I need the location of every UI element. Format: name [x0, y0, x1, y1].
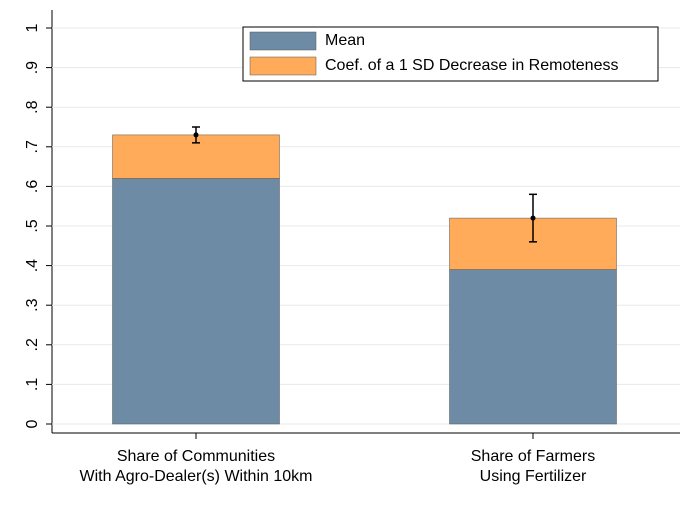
error-bar-point — [530, 215, 536, 221]
legend: Mean Coef. of a 1 SD Decrease in Remotene… — [242, 26, 659, 82]
legend-swatch — [249, 31, 317, 51]
x-tick-label: Share of Communities — [117, 448, 275, 465]
y-tick-label: .5 — [24, 219, 41, 232]
y-tick-label: .1 — [24, 378, 41, 391]
y-tick-label: .6 — [24, 180, 41, 193]
legend-label: Coef. of a 1 SD Decrease in Remoteness — [325, 57, 618, 74]
y-tick-label: .7 — [24, 140, 41, 153]
y-tick-label: 1 — [24, 23, 41, 32]
y-tick-label: .2 — [24, 338, 41, 351]
x-tick-label: Share of Farmers — [471, 448, 595, 465]
y-tick-label: .4 — [24, 259, 41, 272]
bar-segment — [112, 178, 280, 425]
error-bar — [192, 126, 200, 144]
bar-segment — [449, 269, 617, 425]
y-tick-label: 0 — [24, 419, 41, 428]
x-tick-label: Using Fertilizer — [480, 468, 587, 485]
y-tick-label: .3 — [24, 298, 41, 311]
y-tick-label: .8 — [24, 100, 41, 113]
error-bar — [529, 193, 537, 243]
legend-label: Mean — [325, 32, 365, 49]
error-bar-point — [193, 132, 199, 138]
y-tick-label: .9 — [24, 61, 41, 74]
x-tick-label: With Agro-Dealer(s) Within 10km — [80, 468, 313, 485]
legend-swatch — [249, 56, 317, 76]
